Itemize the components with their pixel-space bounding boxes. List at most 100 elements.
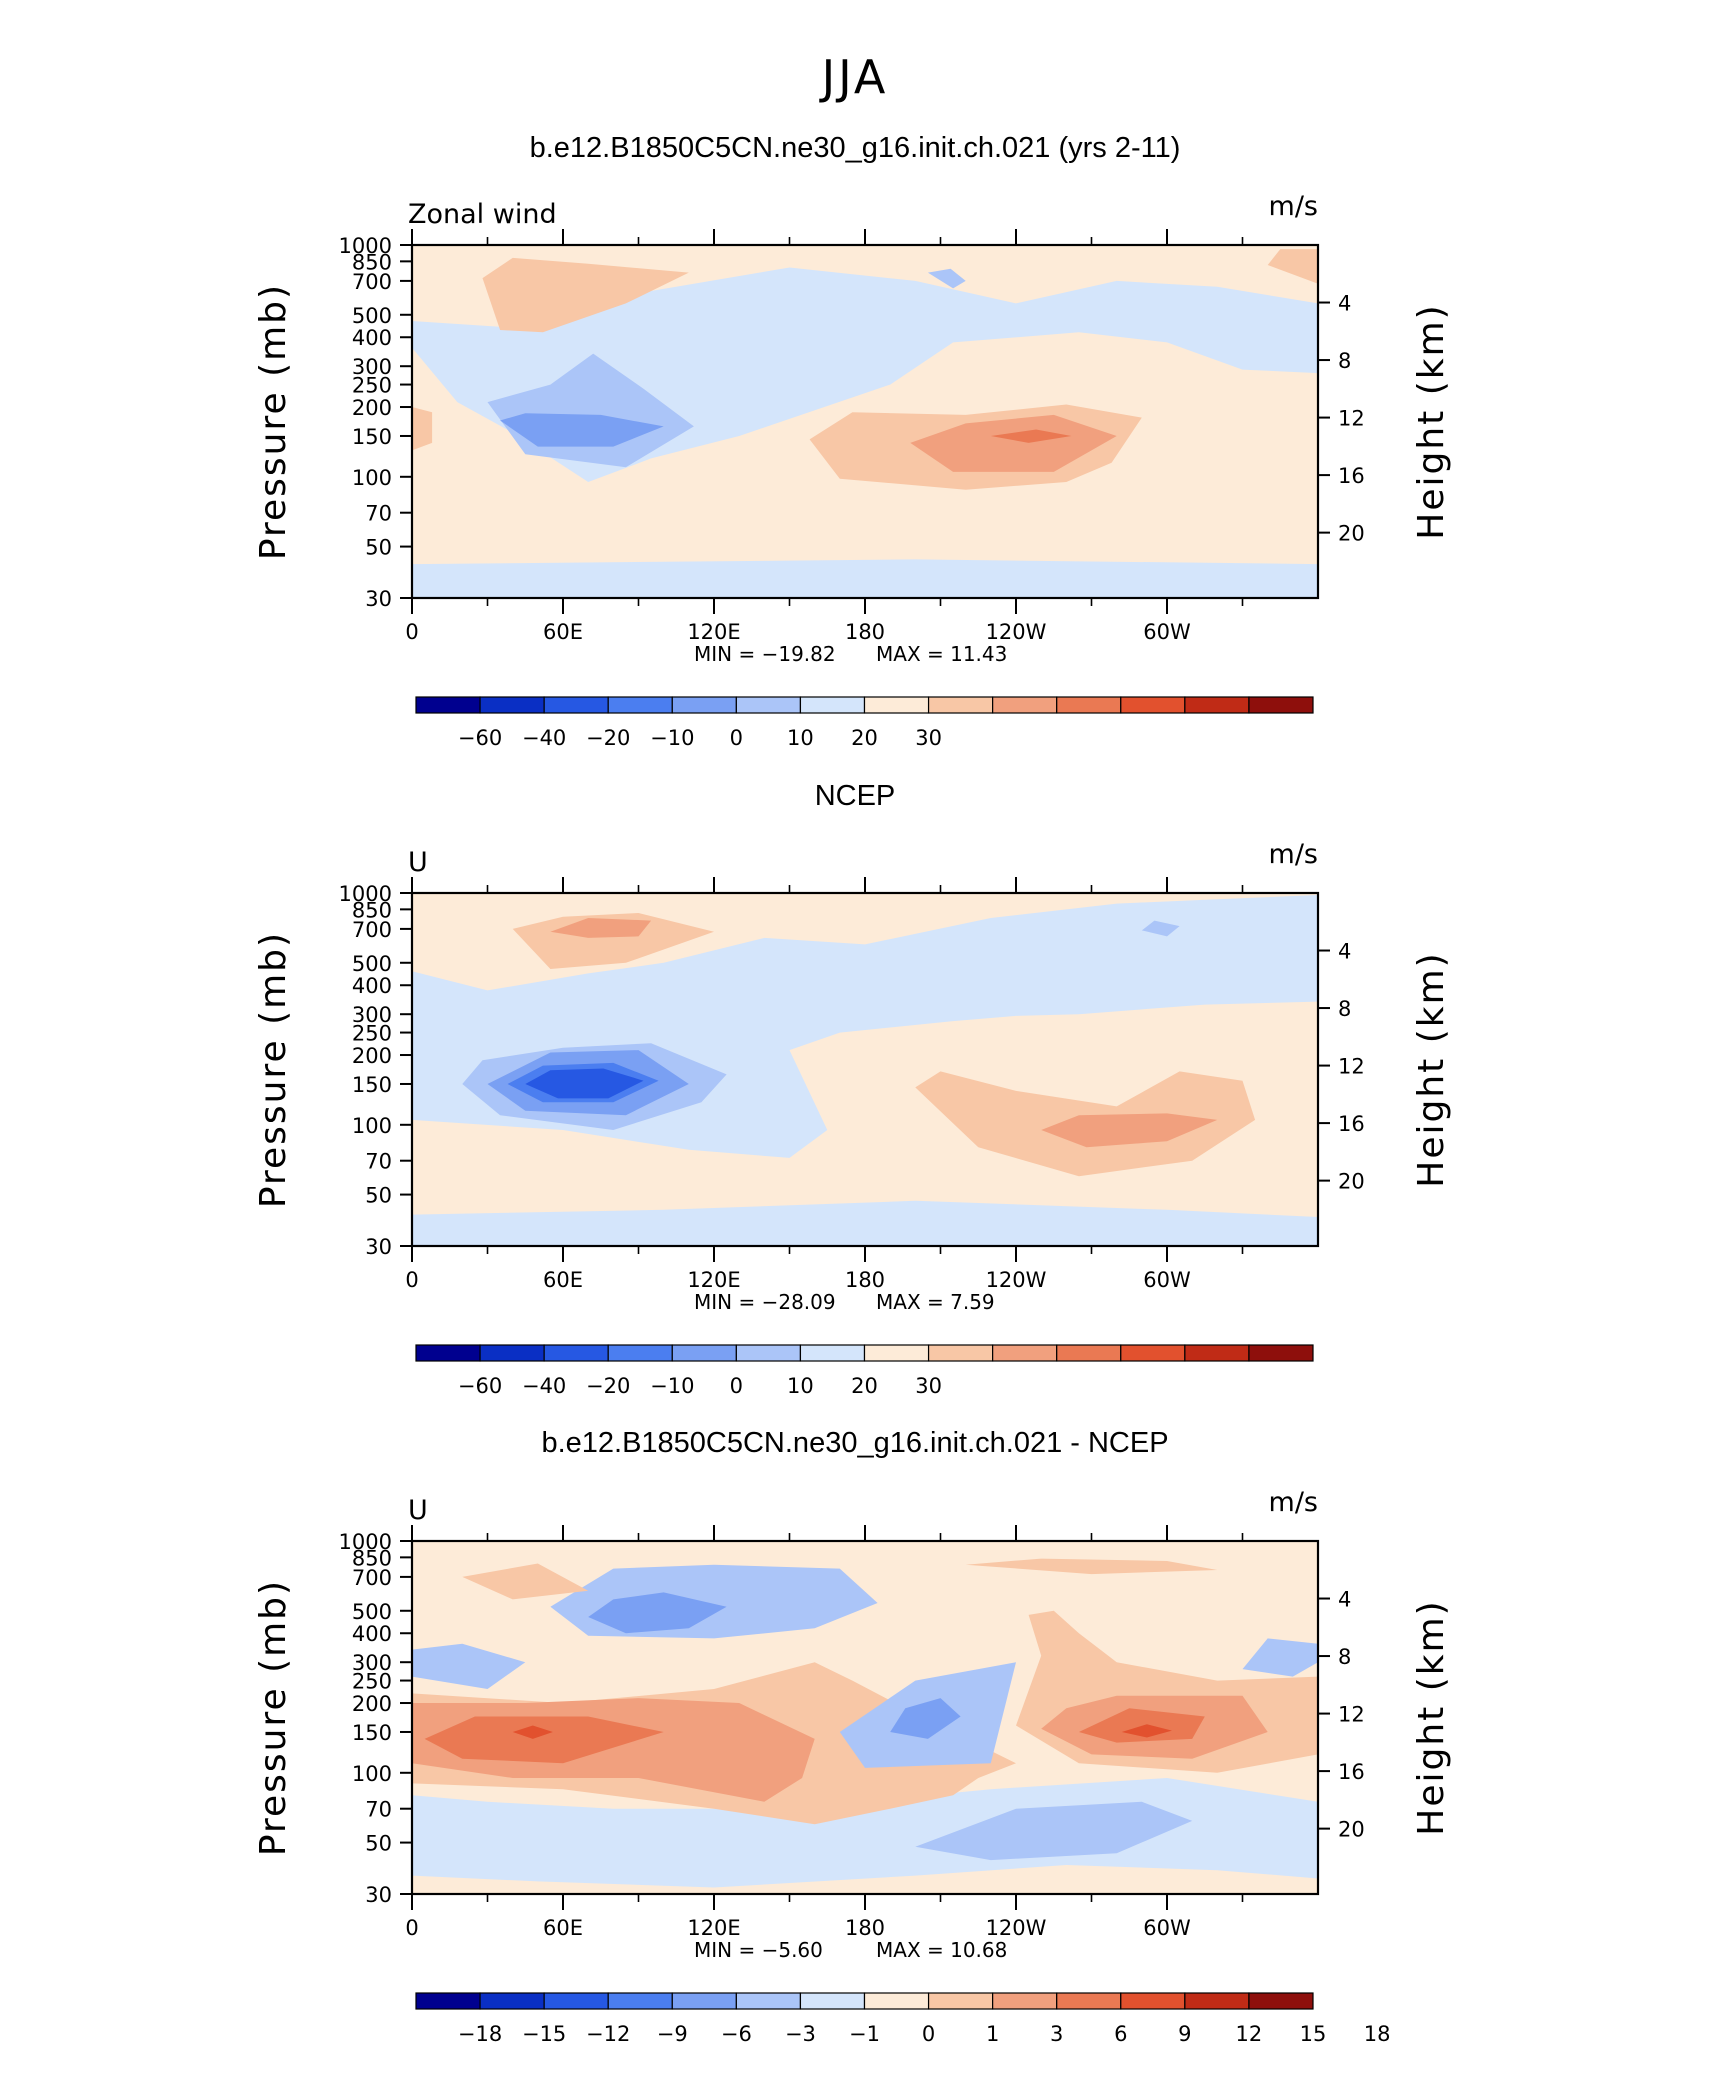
colorbar-swatch [671,696,737,714]
colorbar-tick-label: −60 [458,1374,502,1398]
panel-2-title: NCEP [814,780,896,812]
panel-units-label: m/s [1269,1487,1318,1518]
colorbar-swatch [992,696,1058,714]
colorbar-swatch [863,696,930,714]
colorbar-swatch [863,1344,930,1362]
y-axis-title-left: Pressure (mb) [253,1579,294,1856]
colorbar-swatch [671,1344,737,1362]
y-right-tick-label: 12 [1338,407,1365,431]
colorbar-swatch [1120,1344,1186,1362]
panel-2: 0 60E 120E 180 120W 60W3050701001502002503004… [253,839,1452,1398]
x-tick-label: 180 [845,1916,885,1940]
contour-region [550,918,652,938]
y-left-tick-label: 50 [365,1184,392,1208]
panel-1: 0 60E 120E 180 120W 60W3050701001502002503004… [253,191,1452,750]
colorbar-swatch [415,1992,481,2010]
panel-max-label: MAX = 10.68 [876,1938,1007,1962]
colorbar-swatch [543,1344,609,1362]
contour-field [412,893,1318,1246]
colorbar-tick-label: −1 [849,2022,880,2046]
colorbar: −60 −40 −20 −10 0 10 20 30 [415,696,1314,750]
x-tick-label: 60W [1143,1916,1191,1940]
y-right-tick-label: 4 [1338,940,1351,964]
y-left-tick-label: 500 [352,304,392,328]
y-right-tick-label: 12 [1338,1703,1365,1727]
x-tick-label: 60E [543,1916,583,1940]
y-axis-title-left: Pressure (mb) [253,931,294,1208]
x-tick-label: 120E [687,1268,740,1292]
colorbar-tick-label: 0 [922,2022,935,2046]
y-left-tick-label: 300 [352,355,392,379]
y-left-tick-label: 250 [352,1022,392,1046]
panel-units-label: m/s [1269,191,1318,222]
colorbar-swatch [735,1992,802,2010]
panel-3: 0 60E 120E 180 120W 60W3050701001502002503004… [253,1487,1452,2046]
colorbar-tick-label: 12 [1236,2022,1263,2046]
colorbar-tick-label: 3 [1050,2022,1063,2046]
x-tick-label: 60W [1143,1268,1191,1292]
season-title: JJA [821,50,889,104]
x-tick-label: 120E [687,620,740,644]
y-left-tick-label: 100 [352,466,392,490]
colorbar-swatch [543,696,609,714]
contour-region [990,429,1072,443]
y-left-tick-label: 100 [352,1114,392,1138]
colorbar-tick-label: −15 [522,2022,566,2046]
contour-region [525,1068,644,1099]
x-tick-label: 60W [1143,620,1191,644]
colorbar-tick-label: 1 [986,2022,999,2046]
y-axis-title-left: Pressure (mb) [253,283,294,560]
colorbar-tick-label: 15 [1300,2022,1327,2046]
x-tick-label: 120W [986,1268,1047,1292]
panel-3-title: b.e12.B1850C5CN.ne30_g16.init.ch.021 - N… [541,1427,1169,1459]
y-left-tick-label: 200 [352,1692,392,1716]
y-left-tick-label: 300 [352,1651,392,1675]
y-right-tick-label: 16 [1338,1112,1365,1136]
panel-variable-label: Zonal wind [408,199,557,230]
colorbar-tick-label: −10 [650,1374,694,1398]
contour-region [965,1558,1218,1575]
colorbar: −18 −15 −12 −9 −6 −3 −1 0 1 3 6 9 12 15 18 [415,1992,1391,2046]
x-tick-label: 180 [845,1268,885,1292]
colorbar-swatch [1056,1992,1122,2010]
y-axis-title-right: Height (km) [1411,303,1452,539]
colorbar-swatch [1120,1992,1186,2010]
y-left-tick-label: 850 [352,1546,392,1570]
contour-region [412,1643,526,1689]
colorbar-tick-label: 18 [1364,2022,1391,2046]
contour-field [412,245,1318,598]
colorbar-tick-label: −18 [458,2022,502,2046]
contour-region [910,414,1117,472]
colorbar-tick-label: 30 [915,1374,942,1398]
colorbar-swatch [799,1992,866,2010]
y-left-tick-label: 250 [352,374,392,398]
y-left-tick-label: 50 [365,536,392,560]
colorbar-swatch [927,1992,994,2010]
colorbar-tick-label: −9 [657,2022,688,2046]
y-left-tick-label: 150 [352,425,392,449]
y-left-tick-label: 70 [365,502,392,526]
contour-region [915,1801,1193,1861]
contour-region [412,1200,1318,1246]
y-right-tick-label: 8 [1338,997,1351,1021]
y-axis-title-right: Height (km) [1411,1599,1452,1835]
colorbar-tick-label: 0 [730,726,743,750]
y-left-tick-label: 400 [352,1622,392,1646]
colorbar-tick-label: 10 [787,1374,814,1398]
y-left-tick-label: 30 [365,587,392,611]
x-tick-label: 60E [543,620,583,644]
y-right-tick-label: 12 [1338,1055,1365,1079]
y-right-tick-label: 16 [1338,1760,1365,1784]
panel-variable-label: U [408,1495,428,1526]
y-left-tick-label: 70 [365,1150,392,1174]
y-left-tick-label: 150 [352,1721,392,1745]
contour-region [462,1563,589,1600]
contour-region [1078,1708,1205,1743]
x-tick-label: 120E [687,1916,740,1940]
colorbar-tick-label: −20 [586,726,630,750]
colorbar-swatch [735,696,802,714]
colorbar-swatch [607,696,673,714]
panel-max-label: MAX = 11.43 [876,642,1007,666]
colorbar-swatch [927,696,994,714]
colorbar-swatch [543,1992,609,2010]
